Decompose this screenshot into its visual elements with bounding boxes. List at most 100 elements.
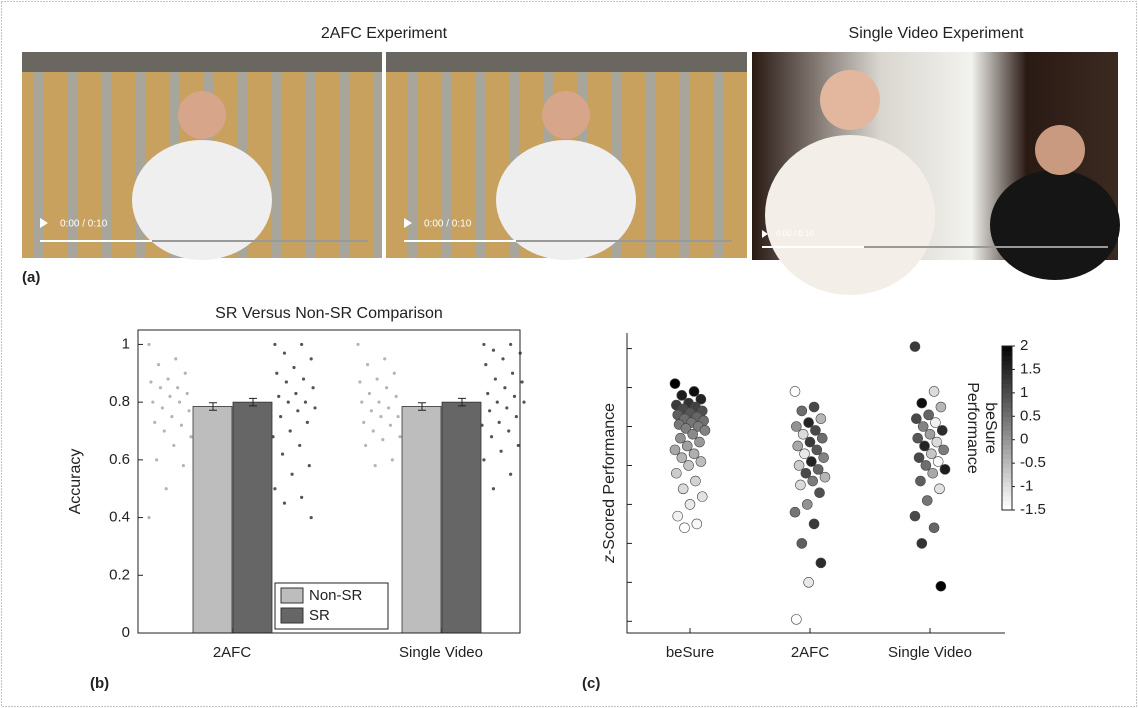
data-point xyxy=(911,414,921,424)
data-point xyxy=(166,377,169,380)
data-point xyxy=(507,429,510,432)
x-tick-label: beSure xyxy=(666,644,714,661)
data-point xyxy=(791,422,801,432)
x-tick-label: Single Video xyxy=(399,644,483,661)
colorbar-label: Performance xyxy=(964,382,981,474)
y-axis-label-text: -Scored Performance xyxy=(601,403,618,555)
data-point xyxy=(163,429,166,432)
data-point xyxy=(695,437,705,447)
video-time: 0:00 / 0:10 xyxy=(424,219,472,230)
chart-title: SR Versus Non-SR Comparison xyxy=(215,305,443,322)
data-point xyxy=(917,398,927,408)
y-tick-label: 0.6 xyxy=(109,451,130,468)
data-point xyxy=(385,386,388,389)
data-point xyxy=(383,357,386,360)
y-tick-label: 0.8 xyxy=(109,393,130,410)
colorbar-tick-label: 0 xyxy=(1020,431,1028,448)
x-tick-label: 2AFC xyxy=(213,644,252,661)
data-point xyxy=(387,406,390,409)
data-point xyxy=(924,410,934,420)
data-point xyxy=(812,445,822,455)
data-point xyxy=(308,464,311,467)
data-point xyxy=(281,452,284,455)
data-point xyxy=(790,386,800,396)
data-point xyxy=(819,453,829,463)
data-point xyxy=(310,357,313,360)
data-point xyxy=(356,343,359,346)
colorbar-tick-label: -1.5 xyxy=(1020,501,1046,518)
figure-canvas: 2AFC Experiment Single Video Experiment … xyxy=(0,0,1138,708)
data-point xyxy=(915,476,925,486)
data-point xyxy=(918,422,928,432)
data-point xyxy=(494,377,497,380)
data-point xyxy=(273,343,276,346)
data-point xyxy=(678,484,688,494)
data-point xyxy=(920,441,930,451)
data-point xyxy=(813,464,823,474)
data-point xyxy=(147,343,150,346)
data-point xyxy=(522,401,525,404)
data-point xyxy=(366,363,369,366)
data-point xyxy=(697,492,707,502)
data-point xyxy=(189,435,192,438)
legend-label: Non-SR xyxy=(309,587,363,604)
data-point xyxy=(172,444,175,447)
data-point xyxy=(368,392,371,395)
data-point xyxy=(389,424,392,427)
panel-label: (c) xyxy=(582,675,600,692)
data-point xyxy=(391,458,394,461)
data-point xyxy=(804,418,814,428)
data-point xyxy=(488,409,491,412)
data-point xyxy=(684,460,694,470)
data-point xyxy=(800,449,810,459)
data-point xyxy=(283,502,286,505)
data-point xyxy=(289,429,292,432)
data-point xyxy=(184,372,187,375)
data-point xyxy=(395,395,398,398)
y-tick-label: 0.2 xyxy=(109,566,130,583)
data-point xyxy=(817,433,827,443)
data-point xyxy=(517,444,520,447)
progress-bar xyxy=(762,246,864,248)
data-point xyxy=(159,386,162,389)
data-point xyxy=(298,444,301,447)
data-point xyxy=(182,464,185,467)
data-point xyxy=(283,351,286,354)
data-point xyxy=(275,372,278,375)
video-frame xyxy=(22,52,382,72)
data-point xyxy=(486,392,489,395)
data-point xyxy=(300,343,303,346)
y-axis-label-italic: z xyxy=(601,555,618,564)
person xyxy=(178,91,226,139)
data-point xyxy=(795,480,805,490)
video-time: 0:00 / 0:10 xyxy=(776,229,814,238)
data-point xyxy=(509,473,512,476)
person xyxy=(765,135,935,295)
data-point xyxy=(696,457,706,467)
data-point xyxy=(805,437,815,447)
data-point xyxy=(187,409,190,412)
data-point xyxy=(381,438,384,441)
data-point xyxy=(809,519,819,529)
data-point xyxy=(149,380,152,383)
video-time: 0:00 / 0:10 xyxy=(60,219,108,230)
data-point xyxy=(940,464,950,474)
data-point xyxy=(396,415,399,418)
data-point xyxy=(671,468,681,478)
data-point xyxy=(794,460,804,470)
data-point xyxy=(498,421,501,424)
data-point xyxy=(304,401,307,404)
progress-bar xyxy=(40,240,152,242)
data-point xyxy=(292,366,295,369)
data-point xyxy=(168,395,171,398)
data-point xyxy=(515,415,518,418)
data-point xyxy=(482,343,485,346)
data-point xyxy=(513,395,516,398)
data-point xyxy=(682,441,692,451)
data-point xyxy=(937,425,947,435)
bar xyxy=(193,406,232,633)
x-tick-label: 2AFC xyxy=(791,644,830,661)
data-point xyxy=(790,507,800,517)
data-point xyxy=(310,516,313,519)
video-frame xyxy=(386,52,747,72)
